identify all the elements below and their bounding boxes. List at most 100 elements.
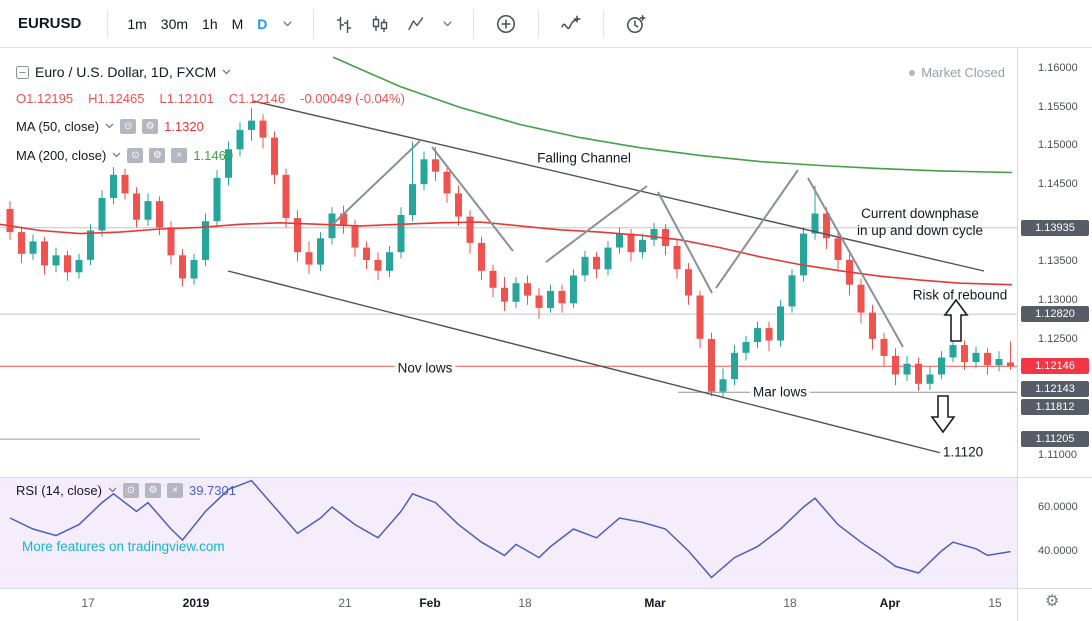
rsi-remove-button[interactable]: × <box>166 482 183 498</box>
compare-button[interactable] <box>486 8 526 40</box>
market-status: Market Closed <box>909 65 1005 80</box>
circle-plus-icon <box>497 14 516 33</box>
drawing-label-level-1-1120[interactable]: 1.1120 <box>939 443 987 461</box>
ma200-legend: MA (200, close) ⊙ ⚙ × 1.1460 <box>16 146 233 164</box>
time-axis-label: Apr <box>879 596 901 610</box>
chart-style-bars-button[interactable] <box>326 10 362 38</box>
chart-style-dropdown-chevron[interactable] <box>434 16 461 32</box>
drawing-label-risk-of-rebound[interactable]: Risk of rebound <box>912 287 1008 303</box>
gear-icon: ⚙ <box>148 484 158 496</box>
time-axis-label: Mar <box>644 596 666 610</box>
gear-icon: ⚙ <box>145 120 155 132</box>
drawing-label-current-downphase[interactable]: Current downphase in up and down cycle <box>856 206 984 238</box>
main-series-legend: Euro / U.S. Dollar, 1D, FXCM <box>16 63 231 81</box>
chart-settings-button[interactable]: ⚙ <box>1045 592 1059 612</box>
market-status-text: Market Closed <box>921 65 1005 80</box>
interval-dropdown-chevron[interactable] <box>274 16 301 32</box>
close-icon: × <box>172 484 178 496</box>
alert-clock-plus-icon <box>627 14 646 33</box>
ma50-legend: MA (50, close) ⊙ ⚙ 1.1320 <box>16 117 204 135</box>
series-title-chevron[interactable] <box>222 69 231 75</box>
ma200-settings-button[interactable]: ⚙ <box>149 147 166 163</box>
price-axis-label: 1.12500 <box>1038 333 1078 345</box>
toolbar-separator <box>107 9 109 38</box>
price-axis-label: 1.11000 <box>1038 449 1077 461</box>
price-line-badge: 1.11205 <box>1021 431 1089 447</box>
toolbar-separator <box>313 9 315 38</box>
ohlc-readout: O1.12195 H1.12465 L1.12101 C1.12146 -0.0… <box>16 89 414 107</box>
interval-30m-button[interactable]: 30m <box>154 12 195 36</box>
indicator-wave-plus-icon <box>561 15 581 29</box>
toolbar-separator <box>603 9 605 38</box>
ma200-visibility-button[interactable]: ⊙ <box>127 147 144 163</box>
ma200-label[interactable]: MA (200, close) <box>16 147 107 163</box>
ma50-chevron[interactable] <box>105 123 114 129</box>
ohlc-change: -0.00049 (-0.04%) <box>300 90 405 106</box>
chevron-down-icon <box>283 20 293 26</box>
time-axis-label: 15 <box>988 596 1002 610</box>
tradingview-link[interactable]: More features on tradingview.com <box>22 539 225 554</box>
toolbar-separator <box>538 9 540 38</box>
eye-icon: ⊙ <box>123 120 133 132</box>
price-line-badge: 1.12143 <box>1021 381 1089 397</box>
current-price-badge: 1.12146 <box>1021 358 1089 374</box>
collapse-series-button[interactable] <box>16 65 29 79</box>
time-axis-label: Feb <box>419 596 441 610</box>
ma50-label[interactable]: MA (50, close) <box>16 118 100 134</box>
ma50-value: 1.1320 <box>164 118 204 134</box>
price-line-badge: 1.11812 <box>1021 399 1089 415</box>
chart-style-area-button[interactable] <box>398 10 434 38</box>
ma50-settings-button[interactable]: ⚙ <box>142 118 159 134</box>
drawing-label-falling-channel[interactable]: Falling Channel <box>537 150 631 166</box>
price-axis-label: 1.15500 <box>1038 101 1078 113</box>
rsi-legend: RSI (14, close) ⊙ ⚙ × 39.7301 <box>16 481 236 499</box>
rsi-value: 39.7301 <box>188 482 236 498</box>
ohlc-open: O1.12195 <box>16 90 74 106</box>
drawing-label-nov-lows[interactable]: Nov lows <box>394 359 456 377</box>
ma200-remove-button[interactable]: × <box>171 147 188 163</box>
ma50-visibility-button[interactable]: ⊙ <box>120 118 137 134</box>
chevron-down-icon <box>105 123 114 129</box>
interval-1D-button[interactable]: D <box>250 12 274 36</box>
toolbar-separator <box>473 9 475 38</box>
ohlc-close: C1.12146 <box>228 90 286 106</box>
chevron-down-icon <box>112 152 121 158</box>
chevron-down-icon <box>443 20 453 26</box>
rsi-label[interactable]: RSI (14, close) <box>16 482 102 498</box>
market-status-dot-icon <box>909 69 916 76</box>
ohlc-high: H1.12465 <box>88 90 145 106</box>
top-toolbar: EURUSD 1m 30m 1h M D <box>0 0 1092 48</box>
eye-icon: ⊙ <box>126 484 136 496</box>
pane-divider[interactable] <box>0 477 1092 478</box>
indicators-button[interactable] <box>551 8 591 40</box>
chevron-down-icon <box>108 487 117 493</box>
price-line-badge: 1.12820 <box>1021 306 1089 322</box>
alert-button[interactable] <box>616 8 656 40</box>
price-axis-label: 1.15000 <box>1038 139 1078 151</box>
price-axis-label: 1.16000 <box>1038 62 1078 74</box>
rsi-axis-label: 60.0000 <box>1038 501 1078 513</box>
ma200-chevron[interactable] <box>112 152 121 158</box>
close-icon: × <box>176 149 183 161</box>
interval-1h-button[interactable]: 1h <box>195 12 225 36</box>
time-axis[interactable] <box>0 588 1017 621</box>
price-line-badge: 1.13935 <box>1021 220 1089 236</box>
time-axis-label: 21 <box>338 596 352 610</box>
price-axis-label: 1.14500 <box>1038 178 1078 190</box>
interval-1M-button[interactable]: M <box>225 12 251 36</box>
interval-1m-button[interactable]: 1m <box>120 12 153 36</box>
time-axis-label: 17 <box>81 596 95 610</box>
rsi-chevron[interactable] <box>108 487 117 493</box>
ohlc-low: L1.12101 <box>159 90 214 106</box>
drawing-label-mar-lows[interactable]: Mar lows <box>749 383 811 401</box>
eye-icon: ⊙ <box>131 149 140 161</box>
chart-style-candles-button[interactable] <box>362 10 398 38</box>
symbol-button[interactable]: EURUSD <box>18 15 82 32</box>
gear-icon: ⚙ <box>152 149 162 161</box>
squared-minus-icon <box>16 65 29 79</box>
time-axis-label: 18 <box>518 596 532 610</box>
rsi-axis-label: 40.0000 <box>1038 545 1078 557</box>
series-title[interactable]: Euro / U.S. Dollar, 1D, FXCM <box>35 64 217 80</box>
rsi-settings-button[interactable]: ⚙ <box>144 482 161 498</box>
rsi-visibility-button[interactable]: ⊙ <box>122 482 139 498</box>
